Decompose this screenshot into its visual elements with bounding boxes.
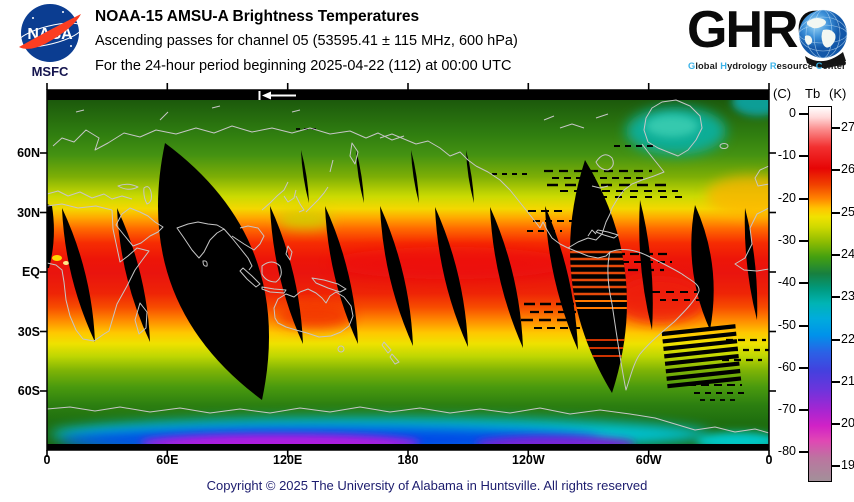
y-axis-tick-label: 60N bbox=[17, 146, 40, 160]
colorbar-tick bbox=[799, 409, 808, 412]
colorbar-tick bbox=[831, 380, 840, 383]
colorbar-tick bbox=[799, 366, 808, 369]
page-title: NOAA-15 AMSU-A Brightness Temperatures bbox=[95, 8, 420, 25]
x-axis-tick-label: 120W bbox=[512, 453, 545, 467]
colorbar-celsius-label: -20 bbox=[777, 190, 796, 205]
colorbar bbox=[808, 106, 832, 482]
coastlines bbox=[47, 99, 769, 434]
ghrc-tagline: Global Hydrology Resource Center bbox=[688, 61, 846, 71]
colorbar-celsius-label: -70 bbox=[777, 402, 796, 417]
x-axis-tick-label: 0 bbox=[43, 453, 51, 467]
pass-start-arrow-icon bbox=[258, 91, 296, 100]
colorbar-celsius-label: -80 bbox=[777, 444, 796, 459]
ghrc-globe-icon bbox=[793, 6, 854, 73]
page-subtitle-period: For the 24-hour period beginning 2025-04… bbox=[95, 58, 512, 74]
colorbar-kelvin-label: 210 bbox=[841, 373, 854, 388]
colorbar-tick bbox=[831, 253, 840, 256]
colorbar-tick bbox=[831, 338, 840, 341]
x-axis-tick-label: 0 bbox=[765, 453, 773, 467]
colorbar-celsius-label: -50 bbox=[777, 317, 796, 332]
colorbar-celsius-label: -60 bbox=[777, 359, 796, 374]
colorbar-tick bbox=[831, 169, 840, 172]
colorbar-kelvin-label: 230 bbox=[841, 289, 854, 304]
nasa-logo: NASA bbox=[10, 2, 90, 71]
colorbar-tick bbox=[799, 197, 808, 200]
colorbar-celsius-label: -10 bbox=[777, 148, 796, 163]
colorbar-kelvin-label: 250 bbox=[841, 204, 854, 219]
colorbar-tick bbox=[799, 155, 808, 158]
copyright-notice: Copyright © 2025 The University of Alaba… bbox=[206, 478, 648, 493]
y-axis-tick-label: 60S bbox=[17, 384, 40, 398]
colorbar-tick bbox=[831, 465, 840, 468]
colorbar-kelvin-label: 260 bbox=[841, 162, 854, 177]
x-axis-tick-label: 180 bbox=[397, 453, 419, 467]
colorbar-kelvin-label: 220 bbox=[841, 331, 854, 346]
striped-dropout-band bbox=[661, 324, 742, 389]
colorbar-title: Tb bbox=[805, 86, 821, 101]
colorbar-tick bbox=[799, 239, 808, 242]
colorbar-tick bbox=[799, 113, 808, 115]
x-axis-tick-label: 120E bbox=[273, 453, 303, 467]
colorbar-celsius-label: 0 bbox=[789, 106, 796, 120]
colorbar-tick bbox=[831, 423, 840, 426]
y-axis-tick-label: EQ bbox=[21, 265, 40, 279]
colorbar-tick bbox=[799, 451, 808, 454]
x-axis-tick-label: 60W bbox=[635, 453, 662, 467]
south-polar-nodata-band bbox=[47, 444, 769, 450]
page-subtitle-channel: Ascending passes for channel 05 (53595.4… bbox=[95, 33, 518, 49]
y-axis-tick-label: 30N bbox=[17, 205, 40, 220]
colorbar-celsius-label: -40 bbox=[777, 275, 796, 290]
y-axis-tick-label: 30S bbox=[17, 324, 40, 339]
colorbar-kelvin-label: 190 bbox=[841, 458, 854, 473]
colorbar-kelvin-label: 200 bbox=[841, 416, 854, 431]
colorbar-tick bbox=[831, 211, 840, 214]
colorbar-kelvin-label: 240 bbox=[841, 246, 854, 261]
colorbar-kelvin-label: 270 bbox=[841, 120, 854, 134]
colorbar-tick bbox=[831, 296, 840, 299]
swath-gaps bbox=[47, 143, 758, 400]
map-axes bbox=[40, 83, 776, 457]
scanline-dropouts bbox=[296, 128, 769, 401]
colorbar-tick bbox=[799, 282, 808, 285]
colorbar-tick bbox=[831, 127, 840, 129]
north-polar-nodata-band bbox=[47, 90, 769, 100]
nasa-insignia-icon: NASA bbox=[17, 4, 83, 62]
colorbar-tick bbox=[799, 324, 808, 327]
msfc-label: MSFC bbox=[31, 64, 69, 79]
colorbar-kelvin-unit: (K) bbox=[829, 86, 847, 101]
colorbar-celsius-label: -30 bbox=[777, 232, 796, 247]
x-axis-tick-label: 60E bbox=[156, 453, 179, 467]
colorbar-celsius-unit: (C) bbox=[773, 86, 792, 101]
